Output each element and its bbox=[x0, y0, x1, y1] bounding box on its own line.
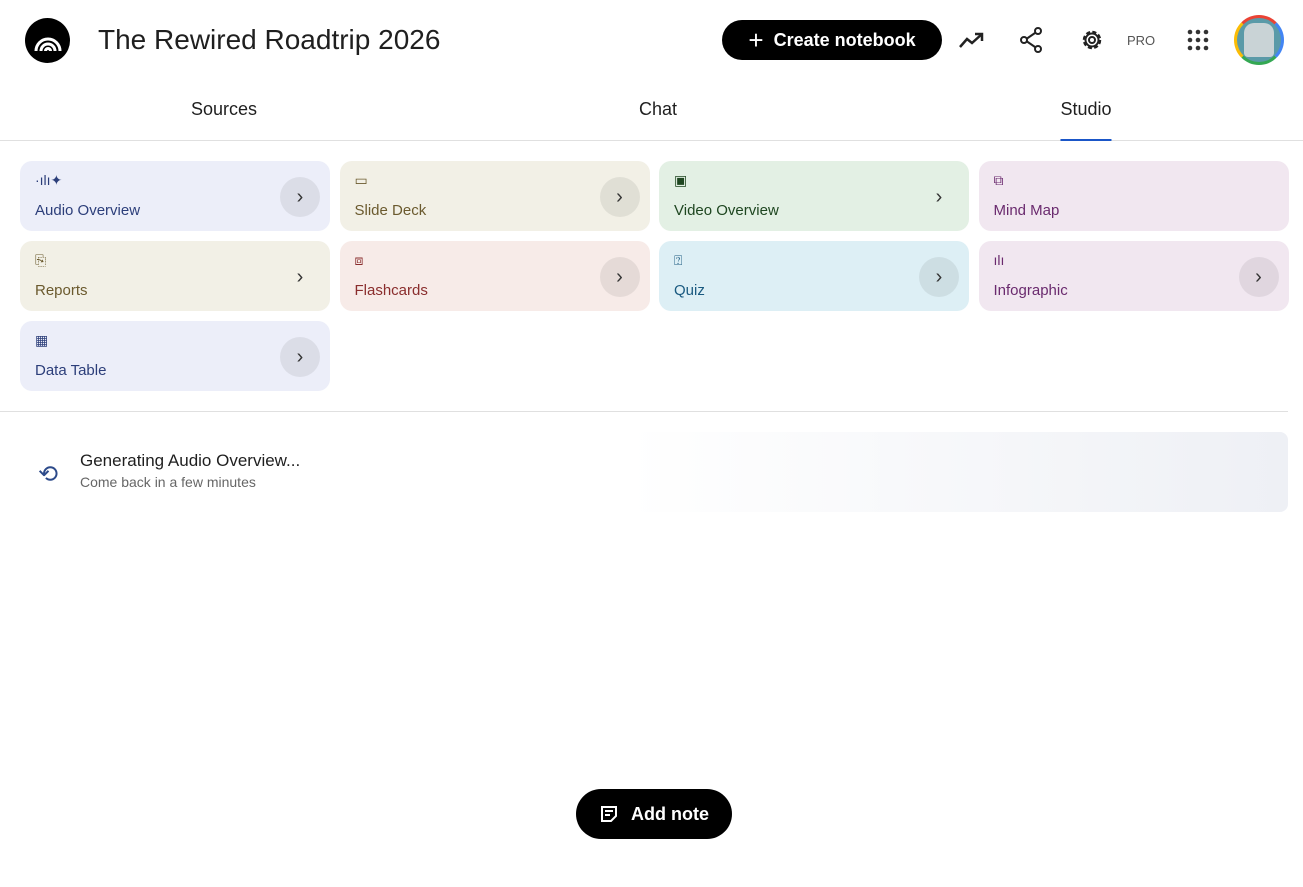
chevron-right-icon[interactable]: › bbox=[935, 185, 943, 208]
generating-title: Generating Audio Overview... bbox=[80, 451, 301, 470]
slides-icon: ▭ bbox=[354, 172, 368, 188]
robot-avatar-icon bbox=[1244, 23, 1274, 57]
studio-card-reports[interactable]: ⎘ Reports › bbox=[20, 241, 330, 311]
studio-card-slide-deck[interactable]: ▭ Slide Deck › bbox=[339, 161, 650, 231]
tab-studio[interactable]: Studio bbox=[1060, 99, 1112, 141]
apps-grid-icon[interactable] bbox=[1184, 26, 1212, 54]
chevron-right-icon[interactable]: › bbox=[280, 177, 320, 217]
chevron-right-icon[interactable]: › bbox=[296, 265, 304, 288]
studio-card-quiz[interactable]: ⍰ Quiz › bbox=[659, 241, 969, 311]
infographic-icon: ılı bbox=[993, 252, 1005, 268]
studio-card-label: Flashcards bbox=[354, 282, 428, 299]
studio-card-audio-overview[interactable]: ·ılı✦ Audio Overview › bbox=[20, 161, 330, 231]
pro-badge: PRO bbox=[1127, 33, 1156, 48]
studio-card-flashcards[interactable]: ⧈ Flashcards › bbox=[339, 241, 650, 311]
video-icon: ▣ bbox=[674, 172, 688, 188]
notebooklm-logo-icon[interactable] bbox=[25, 18, 70, 63]
chevron-right-icon[interactable]: › bbox=[599, 177, 640, 217]
studio-card-mind-map[interactable]: ⧉ Mind Map bbox=[978, 161, 1289, 231]
divider bbox=[0, 411, 1288, 412]
settings-gear-icon[interactable] bbox=[1078, 26, 1106, 54]
generating-audio-overview-item[interactable]: ⟲ Generating Audio Overview... Come back… bbox=[20, 432, 1288, 512]
chevron-right-icon[interactable]: › bbox=[599, 257, 640, 297]
tab-sources[interactable]: Sources bbox=[190, 99, 258, 119]
studio-card-label: Video Overview bbox=[674, 202, 779, 219]
header: The Rewired Roadtrip 2026 + Create notebo… bbox=[0, 0, 1303, 80]
audio-waveform-icon: ·ılı✦ bbox=[35, 172, 63, 188]
mind-map-icon: ⧉ bbox=[993, 172, 1004, 188]
generating-subtitle: Come back in a few minutes bbox=[80, 474, 256, 490]
add-note-label: Add note bbox=[631, 803, 709, 824]
studio-card-video-overview[interactable]: ▣ Video Overview › bbox=[659, 161, 969, 231]
studio-card-infographic[interactable]: ılı Infographic › bbox=[978, 241, 1289, 311]
analytics-trend-icon[interactable] bbox=[958, 26, 986, 54]
plus-icon: + bbox=[748, 25, 764, 55]
studio-card-label: Infographic bbox=[993, 282, 1068, 299]
studio-card-label: Audio Overview bbox=[35, 202, 141, 219]
studio-card-label: Data Table bbox=[35, 362, 107, 379]
create-notebook-button[interactable]: + Create notebook bbox=[722, 20, 942, 60]
studio-card-data-table[interactable]: ▦ Data Table › bbox=[20, 321, 330, 391]
share-icon[interactable] bbox=[1017, 26, 1045, 54]
create-notebook-label: Create notebook bbox=[773, 29, 916, 50]
chevron-right-icon[interactable]: › bbox=[1238, 257, 1279, 297]
notebook-title[interactable]: The Rewired Roadtrip 2026 bbox=[98, 24, 441, 55]
studio-card-label: Slide Deck bbox=[354, 202, 427, 219]
note-icon bbox=[601, 806, 617, 822]
tab-bar: Sources Chat Studio bbox=[0, 80, 1303, 141]
quiz-icon: ⍰ bbox=[674, 252, 683, 268]
studio-card-label: Quiz bbox=[674, 282, 705, 299]
table-icon: ▦ bbox=[35, 332, 49, 348]
studio-card-label: Mind Map bbox=[993, 202, 1060, 219]
chevron-right-icon[interactable]: › bbox=[919, 257, 959, 297]
user-avatar[interactable] bbox=[1234, 15, 1284, 65]
reports-icon: ⎘ bbox=[35, 252, 47, 268]
studio-card-label: Reports bbox=[35, 282, 88, 299]
tab-chat[interactable]: Chat bbox=[638, 99, 678, 119]
add-note-button[interactable]: Add note bbox=[576, 789, 732, 839]
chevron-right-icon[interactable]: › bbox=[280, 337, 320, 377]
flashcards-icon: ⧈ bbox=[354, 252, 364, 268]
sync-spinner-icon: ⟲ bbox=[38, 461, 59, 488]
